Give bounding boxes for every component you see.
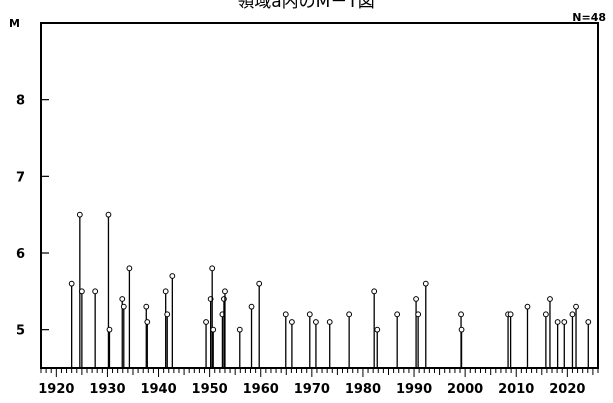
- event-marker: [554, 319, 561, 325]
- event-marker: [256, 280, 263, 287]
- event-marker: [169, 273, 176, 279]
- event-marker: [120, 303, 127, 310]
- event-marker: [306, 311, 313, 318]
- event-marker: [585, 319, 592, 325]
- event-marker: [282, 311, 289, 318]
- event-marker: [92, 288, 99, 295]
- event-marker: [422, 280, 429, 287]
- event-marker: [313, 319, 319, 325]
- y-tick-label: 7: [16, 170, 25, 185]
- x-tick-label: 2000: [447, 382, 483, 397]
- x-tick-label: 1960: [243, 382, 279, 397]
- event-marker: [105, 211, 112, 218]
- event-marker: [126, 265, 133, 272]
- event-marker: [569, 311, 576, 318]
- x-tick-label: 1950: [192, 382, 228, 397]
- chart-title: 領域a内のM－T図: [237, 0, 374, 12]
- event-marker: [289, 319, 295, 325]
- event-marker: [78, 288, 85, 295]
- event-marker: [162, 288, 169, 295]
- event-marker: [143, 303, 150, 310]
- event-marker: [394, 311, 401, 318]
- x-tick-label: 1940: [140, 382, 176, 397]
- x-tick-label: 1930: [89, 382, 125, 397]
- event-marker: [236, 326, 243, 333]
- event-marker: [164, 311, 171, 318]
- event-marker: [68, 280, 75, 287]
- stems-layer: [68, 211, 592, 368]
- y-tick-label: 5: [16, 324, 25, 339]
- y-tick-label: 6: [16, 247, 25, 262]
- x-tick-label: 1920: [38, 382, 74, 397]
- x-axis: 1920 1930 1940 1950 1960 1970 1980 1990 2000 2010…: [38, 368, 599, 397]
- event-marker: [415, 311, 422, 318]
- x-tick-label: 1970: [294, 382, 330, 397]
- event-marker: [222, 288, 228, 295]
- event-marker: [106, 326, 113, 333]
- event-marker: [209, 265, 216, 272]
- event-marker: [326, 319, 333, 325]
- event-marker: [573, 303, 579, 310]
- event-marker: [524, 303, 531, 310]
- event-marker: [374, 326, 381, 333]
- event-marker: [210, 326, 217, 333]
- x-tick-label: 2020: [549, 382, 585, 397]
- event-marker: [458, 311, 464, 318]
- event-marker: [248, 303, 255, 310]
- event-marker: [221, 296, 227, 302]
- y-tick-label: 8: [16, 94, 25, 109]
- x-tick-label: 1990: [396, 382, 432, 397]
- event-marker: [547, 296, 553, 302]
- event-marker: [413, 296, 419, 302]
- event-marker: [458, 326, 465, 333]
- x-tick-label: 1980: [345, 382, 381, 397]
- event-marker: [119, 296, 126, 302]
- event-marker: [371, 288, 378, 295]
- event-marker: [507, 311, 514, 318]
- event-marker: [76, 211, 83, 218]
- event-count-label: N=48: [572, 11, 606, 24]
- event-marker: [561, 319, 568, 325]
- event-marker: [203, 319, 209, 325]
- event-marker: [144, 319, 151, 325]
- event-marker: [542, 311, 549, 318]
- event-marker: [346, 311, 353, 318]
- x-tick-label: 2010: [498, 382, 534, 397]
- y-axis: 5 6 7 8: [16, 94, 49, 339]
- y-axis-label: M: [9, 17, 20, 30]
- plot-frame: [40, 22, 599, 369]
